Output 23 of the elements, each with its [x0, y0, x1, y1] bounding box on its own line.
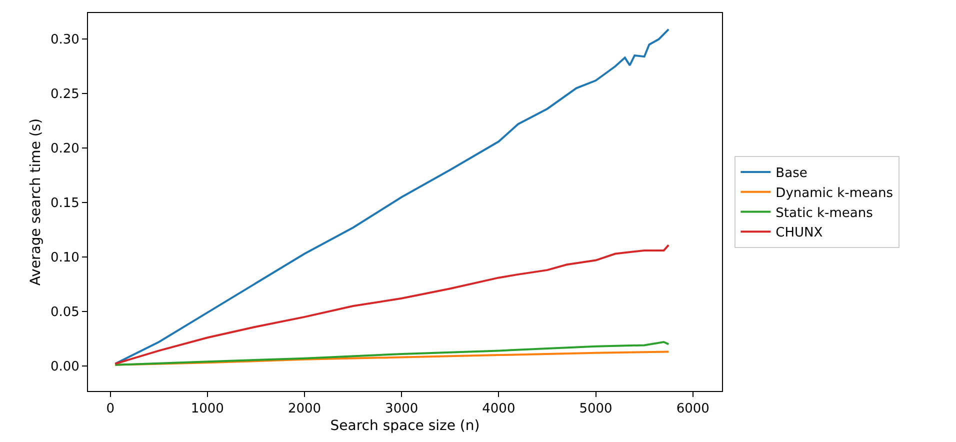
- x-tick-label: 2000: [288, 402, 322, 417]
- legend-label: Static k-means: [776, 206, 874, 221]
- x-tick-label: 4000: [482, 402, 516, 417]
- y-tick-label: 0.20: [50, 142, 80, 157]
- y-tick-label: 0.00: [50, 360, 80, 374]
- y-tick-label: 0.10: [50, 250, 80, 266]
- x-tick-label: 5000: [579, 402, 612, 417]
- x-tick-label: 3000: [385, 402, 418, 417]
- x-axis-title: Search space size (n): [330, 418, 480, 434]
- y-axis-title: Average search time (s): [28, 118, 44, 286]
- legend-label: Dynamic k-means: [776, 186, 894, 201]
- y-tick-label: 0.15: [50, 196, 80, 212]
- legend-label: Base: [776, 166, 808, 182]
- x-tick-label: 6000: [676, 402, 710, 417]
- line-series: [114, 340, 670, 366]
- legend-label: CHUNX: [776, 226, 823, 241]
- y-tick-label: 0.05: [50, 305, 80, 320]
- y-tick-label: 0.25: [50, 87, 80, 102]
- x-tick-label: 1000: [190, 402, 224, 417]
- line-series: [114, 28, 670, 365]
- x-tick-label: 0: [106, 402, 114, 417]
- y-tick-label: 0.30: [50, 32, 80, 48]
- line-series: [114, 244, 670, 365]
